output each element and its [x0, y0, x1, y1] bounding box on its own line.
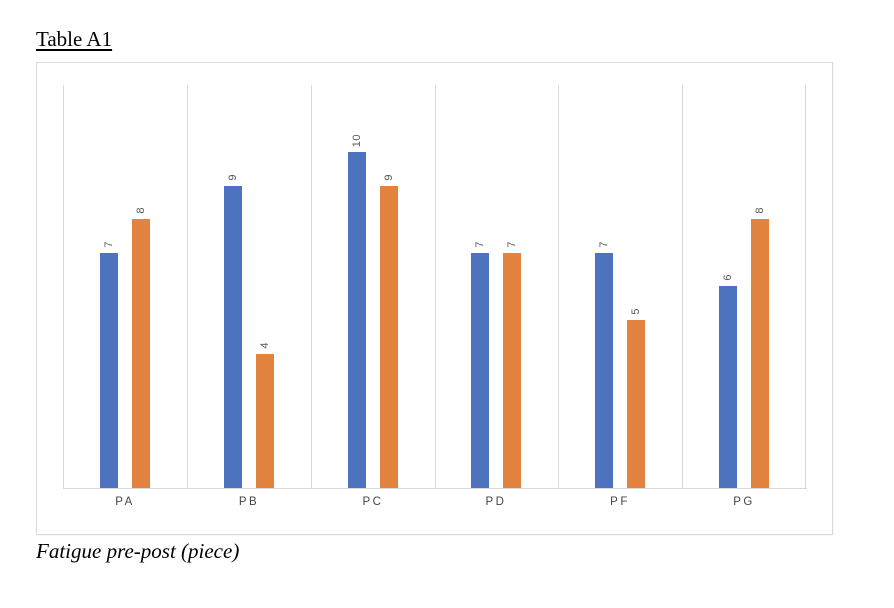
bar-value-label: 9	[227, 174, 239, 181]
category-separator-line	[435, 85, 436, 488]
bar-value-label: 10	[351, 133, 363, 147]
bar-value-label: 9	[383, 174, 395, 181]
bar-pre-PF	[595, 253, 613, 488]
bar-pre-PA	[100, 253, 118, 488]
plot-area: 7 9 10 7 7 6 8 4 9 7 5 8	[63, 85, 806, 488]
bar-pre-PC	[348, 152, 366, 488]
bar-value-label: 5	[630, 308, 642, 315]
bar-value-label: 7	[598, 241, 610, 248]
category-label-PA: PA	[115, 496, 135, 508]
table-title: Table A1	[36, 27, 113, 51]
bar-value-label: 6	[722, 274, 734, 281]
category-separator-line	[805, 85, 806, 488]
x-axis-labels: PA PB PC PD PF PG	[63, 496, 806, 518]
category-label-PD: PD	[485, 496, 507, 508]
category-label-PB: PB	[238, 496, 260, 508]
bar-value-label: 7	[474, 241, 486, 248]
bar-value-label: 7	[506, 241, 518, 248]
bar-chart: 7 9 10 7 7 6 8 4 9 7 5 8 PA PB PC PD PF PG	[36, 62, 833, 535]
category-label-PC: PC	[362, 496, 384, 508]
bar-post-PG	[751, 219, 769, 488]
category-separator-line	[311, 85, 312, 488]
category-label-PF: PF	[610, 496, 630, 508]
category-label-PG: PG	[733, 496, 755, 508]
bar-value-label: 8	[135, 207, 147, 214]
bar-post-PF	[627, 320, 645, 488]
bar-value-label: 8	[754, 207, 766, 214]
category-separator-line	[63, 85, 64, 488]
bar-post-PA	[132, 219, 150, 488]
bar-pre-PD	[471, 253, 489, 488]
category-separator-line	[187, 85, 188, 488]
chart-caption: Fatigue pre-post (piece)	[36, 539, 240, 563]
bar-pre-PB	[224, 186, 242, 488]
bar-post-PD	[503, 253, 521, 488]
bar-post-PB	[256, 354, 274, 488]
category-separator-line	[558, 85, 559, 488]
x-axis-line	[63, 488, 807, 489]
bar-post-PC	[380, 186, 398, 488]
bar-value-label: 4	[259, 342, 271, 349]
category-separator-line	[682, 85, 683, 488]
bar-pre-PG	[719, 286, 737, 488]
bar-value-label: 7	[103, 241, 115, 248]
